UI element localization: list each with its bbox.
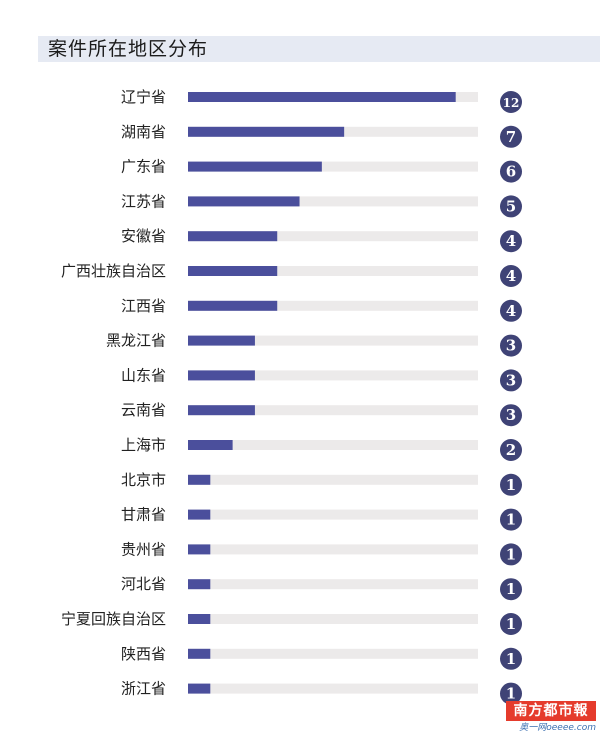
bar-track [188, 474, 478, 485]
chart-title: 案件所在地区分布 [48, 38, 209, 60]
category-label: 北京市 [121, 471, 166, 489]
title-band [38, 36, 600, 62]
category-label: 甘肃省 [121, 506, 166, 524]
value-label: 1 [506, 650, 516, 668]
bar [188, 196, 300, 207]
bar-track [188, 683, 478, 694]
bar-track [188, 648, 478, 659]
category-label: 上海市 [121, 436, 166, 454]
category-label: 江苏省 [121, 192, 166, 210]
category-label: 广西壮族自治区 [61, 262, 166, 280]
category-label: 贵州省 [121, 540, 166, 558]
bar-track [188, 509, 478, 520]
category-label: 宁夏回族自治区 [61, 610, 166, 628]
value-badge [500, 578, 522, 601]
bar [188, 92, 456, 102]
value-badge [500, 682, 522, 705]
bar [188, 544, 211, 555]
value-label: 3 [506, 371, 516, 389]
value-label: 4 [506, 267, 516, 285]
category-label: 广东省 [121, 158, 166, 176]
value-badge [500, 508, 522, 531]
value-label: 1 [506, 615, 516, 633]
category-label: 辽宁省 [121, 88, 166, 106]
value-badge [500, 369, 522, 392]
value-badge [500, 230, 522, 253]
bar [188, 648, 211, 659]
value-badge [500, 404, 522, 427]
value-badge [500, 543, 522, 566]
category-label: 黑龙江省 [106, 332, 166, 350]
value-badge [500, 613, 522, 635]
value-label: 1 [506, 545, 516, 563]
value-badge [500, 265, 522, 287]
bar-track [188, 266, 478, 276]
bar-track [188, 231, 478, 242]
category-label: 陕西省 [121, 645, 166, 663]
category-label: 江西省 [121, 297, 166, 315]
value-badge [500, 334, 522, 357]
value-label: 6 [506, 163, 516, 181]
value-badge [500, 439, 522, 461]
bar-track [188, 405, 478, 416]
category-label: 云南省 [121, 401, 166, 419]
value-label: 7 [506, 128, 516, 146]
bar [188, 300, 278, 311]
bar [188, 440, 233, 450]
logo-site: 奥一网oeeee.com [519, 723, 596, 733]
value-badge [500, 647, 522, 670]
bar [188, 126, 345, 137]
value-label: 2 [506, 441, 516, 459]
bar [188, 509, 211, 520]
value-label: 3 [506, 406, 516, 424]
value-badge [500, 160, 522, 183]
bar [188, 405, 255, 416]
value-label: 4 [506, 302, 516, 320]
bar-track [188, 335, 478, 346]
category-label: 河北省 [121, 575, 166, 593]
value-label: 1 [506, 511, 516, 529]
value-label: 3 [506, 337, 516, 355]
logo-name: 南方都市報 [506, 701, 596, 721]
value-label: 1 [506, 580, 516, 598]
value-label: 1 [506, 685, 516, 703]
value-badge [500, 299, 522, 322]
value-badge [500, 91, 522, 113]
category-label: 湖南省 [121, 123, 166, 141]
bar [188, 683, 211, 694]
bar [188, 614, 211, 624]
value-label: 1 [506, 476, 516, 494]
value-label: 5 [506, 197, 516, 215]
bar [188, 579, 211, 590]
category-label: 安徽省 [121, 227, 166, 245]
value-badge [500, 473, 522, 496]
value-label: 4 [506, 232, 516, 250]
bar [188, 370, 255, 381]
bar-track [188, 440, 478, 450]
bar [188, 335, 255, 346]
value-badge [500, 125, 522, 148]
bar-track [188, 196, 478, 207]
category-label: 浙江省 [121, 680, 166, 698]
bar-track [188, 544, 478, 555]
bar-track [188, 300, 478, 311]
bar-track [188, 370, 478, 381]
bar-track [188, 579, 478, 590]
newspaper-logo: 南方都市報 奥一网oeeee.com [504, 701, 596, 735]
category-label: 山东省 [121, 366, 166, 384]
value-badge [500, 195, 522, 218]
bar-track [188, 614, 478, 624]
value-label: 12 [503, 96, 520, 110]
bar-track [188, 161, 478, 172]
bar [188, 266, 278, 276]
bar [188, 231, 278, 242]
bar [188, 161, 322, 172]
bar [188, 474, 211, 485]
